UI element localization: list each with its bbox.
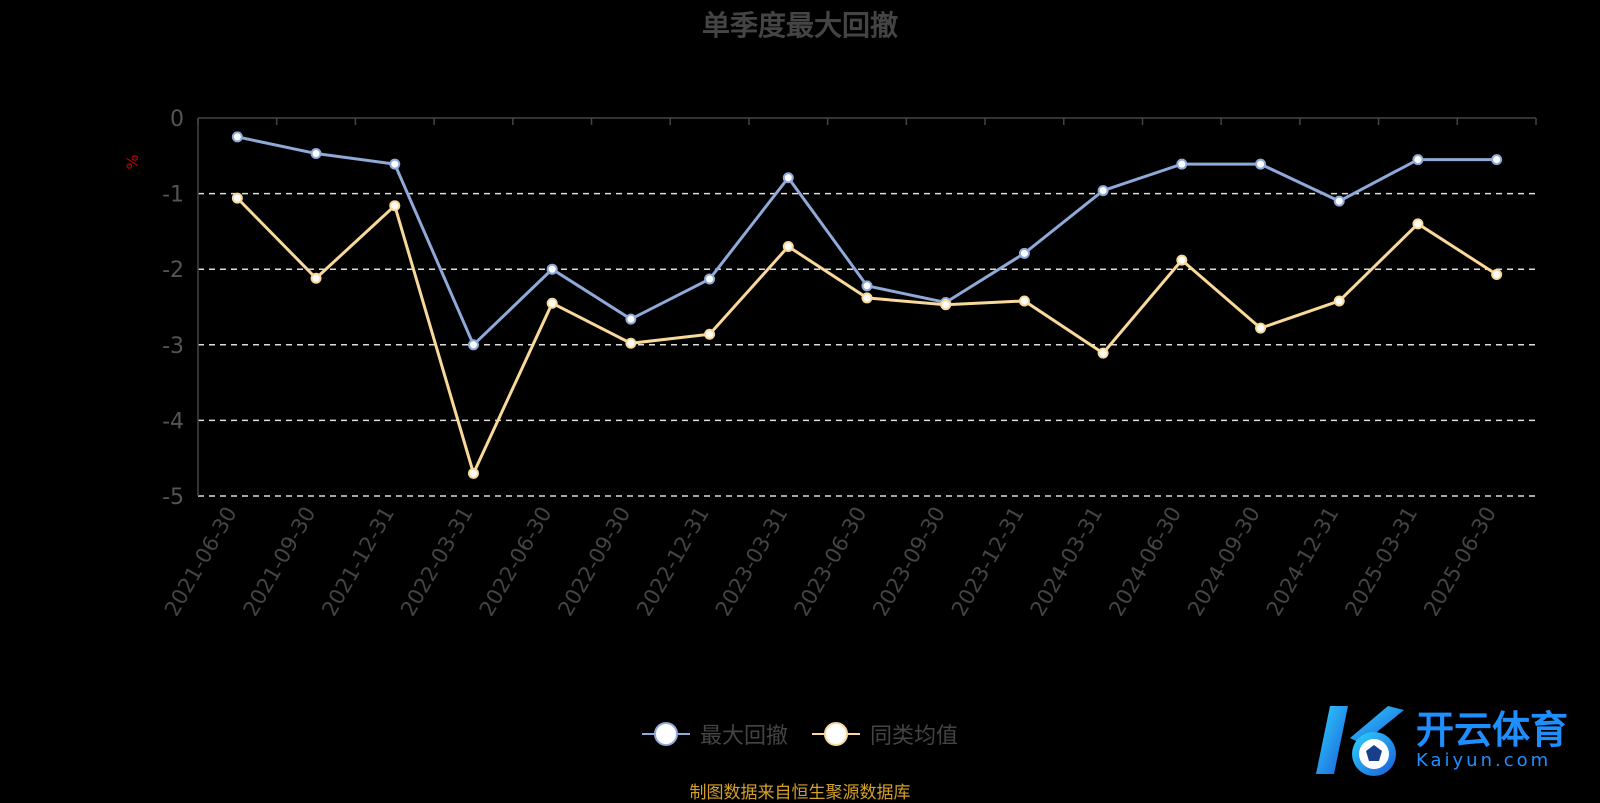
x-tick-label: 2022-03-31 <box>396 503 478 621</box>
data-point-1 <box>546 297 558 309</box>
x-tick-label: 2021-09-30 <box>239 503 321 621</box>
data-point-1 <box>1491 268 1503 280</box>
y-tick-label: -3 <box>162 334 184 359</box>
x-tick-label: 2022-09-30 <box>553 503 635 621</box>
data-point-0 <box>231 131 243 143</box>
legend-swatch-0 <box>641 722 690 746</box>
legend-item-1[interactable]: 同类均值 <box>812 718 958 750</box>
legend-item-0[interactable]: 最大回撤 <box>641 718 788 750</box>
legend-swatch-1 <box>812 722 860 746</box>
data-point-0 <box>1097 185 1109 197</box>
chart-title: 单季度最大回撤 <box>701 9 898 42</box>
data-point-0 <box>310 148 322 160</box>
data-point-0 <box>467 339 479 351</box>
data-point-1 <box>940 299 952 311</box>
x-tick-label: 2023-03-31 <box>711 503 793 621</box>
watermark-brand-name: 开云体育 <box>1416 707 1569 752</box>
data-point-0 <box>389 158 401 170</box>
x-tick-label: 2024-09-30 <box>1183 503 1265 621</box>
x-tick-label: 2024-03-31 <box>1026 503 1108 621</box>
y-tick-label: -2 <box>162 258 184 283</box>
x-tick-label: 2022-12-31 <box>632 503 714 621</box>
legend: 最大回撤 同类均值 <box>0 718 1600 750</box>
legend-label-1: 同类均值 <box>870 724 959 749</box>
data-point-0 <box>861 280 873 292</box>
kaiyun-logo-icon <box>1316 706 1404 776</box>
x-tick-label: 2023-06-30 <box>790 503 872 621</box>
series-lines <box>231 131 1503 479</box>
x-tick-label: 2021-12-31 <box>317 503 399 621</box>
y-tick-label: -4 <box>162 409 184 434</box>
data-point-0 <box>1491 154 1503 166</box>
x-tick-label: 2024-12-31 <box>1262 503 1344 621</box>
data-point-1 <box>861 292 873 304</box>
data-point-0 <box>1255 158 1267 170</box>
data-point-0 <box>1018 247 1030 259</box>
data-point-1 <box>704 328 716 340</box>
data-point-1 <box>1097 347 1109 359</box>
data-point-0 <box>1333 195 1345 207</box>
data-point-1 <box>389 200 401 212</box>
data-point-1 <box>310 272 322 284</box>
grid-lines <box>198 192 1536 497</box>
y-tick-label: -1 <box>162 183 184 208</box>
watermark-logo: 开云体育 Kaiyun.com <box>1310 700 1568 780</box>
axes: 0 -1 -2 -3 -4 -52021-06-302021-09-302021-12-3… <box>160 107 1537 621</box>
watermark-url: Kaiyun.com <box>1416 749 1552 771</box>
data-point-1 <box>1176 254 1188 266</box>
data-point-1 <box>1333 295 1345 307</box>
x-tick-label: 2025-06-30 <box>1419 503 1501 621</box>
data-point-1 <box>782 241 794 253</box>
y-tick-label: -5 <box>162 485 184 510</box>
data-point-1 <box>1255 322 1267 334</box>
x-tick-label: 2023-09-30 <box>868 502 950 620</box>
data-point-1 <box>1018 295 1030 307</box>
data-point-1 <box>1412 218 1424 230</box>
data-point-0 <box>625 313 637 325</box>
data-point-0 <box>704 273 716 285</box>
x-tick-label: 2022-06-30 <box>475 503 557 621</box>
x-tick-label: 2024-06-30 <box>1104 503 1186 621</box>
data-point-0 <box>546 263 558 275</box>
data-point-0 <box>782 172 794 184</box>
legend-label-0: 最大回撤 <box>699 724 788 749</box>
data-source-note: 制图数据来自恒生聚源数据库 <box>689 783 911 803</box>
data-point-1 <box>467 467 479 479</box>
x-tick-label: 2025-03-31 <box>1340 503 1422 621</box>
data-point-1 <box>231 192 243 204</box>
y-axis-label: % <box>123 154 142 169</box>
data-point-1 <box>625 337 637 349</box>
y-tick-label: 0 <box>170 107 184 132</box>
x-tick-label: 2023-12-31 <box>947 503 1029 621</box>
x-tick-label: 2021-06-30 <box>160 503 242 621</box>
data-point-0 <box>1176 158 1188 170</box>
data-point-0 <box>1412 154 1424 166</box>
